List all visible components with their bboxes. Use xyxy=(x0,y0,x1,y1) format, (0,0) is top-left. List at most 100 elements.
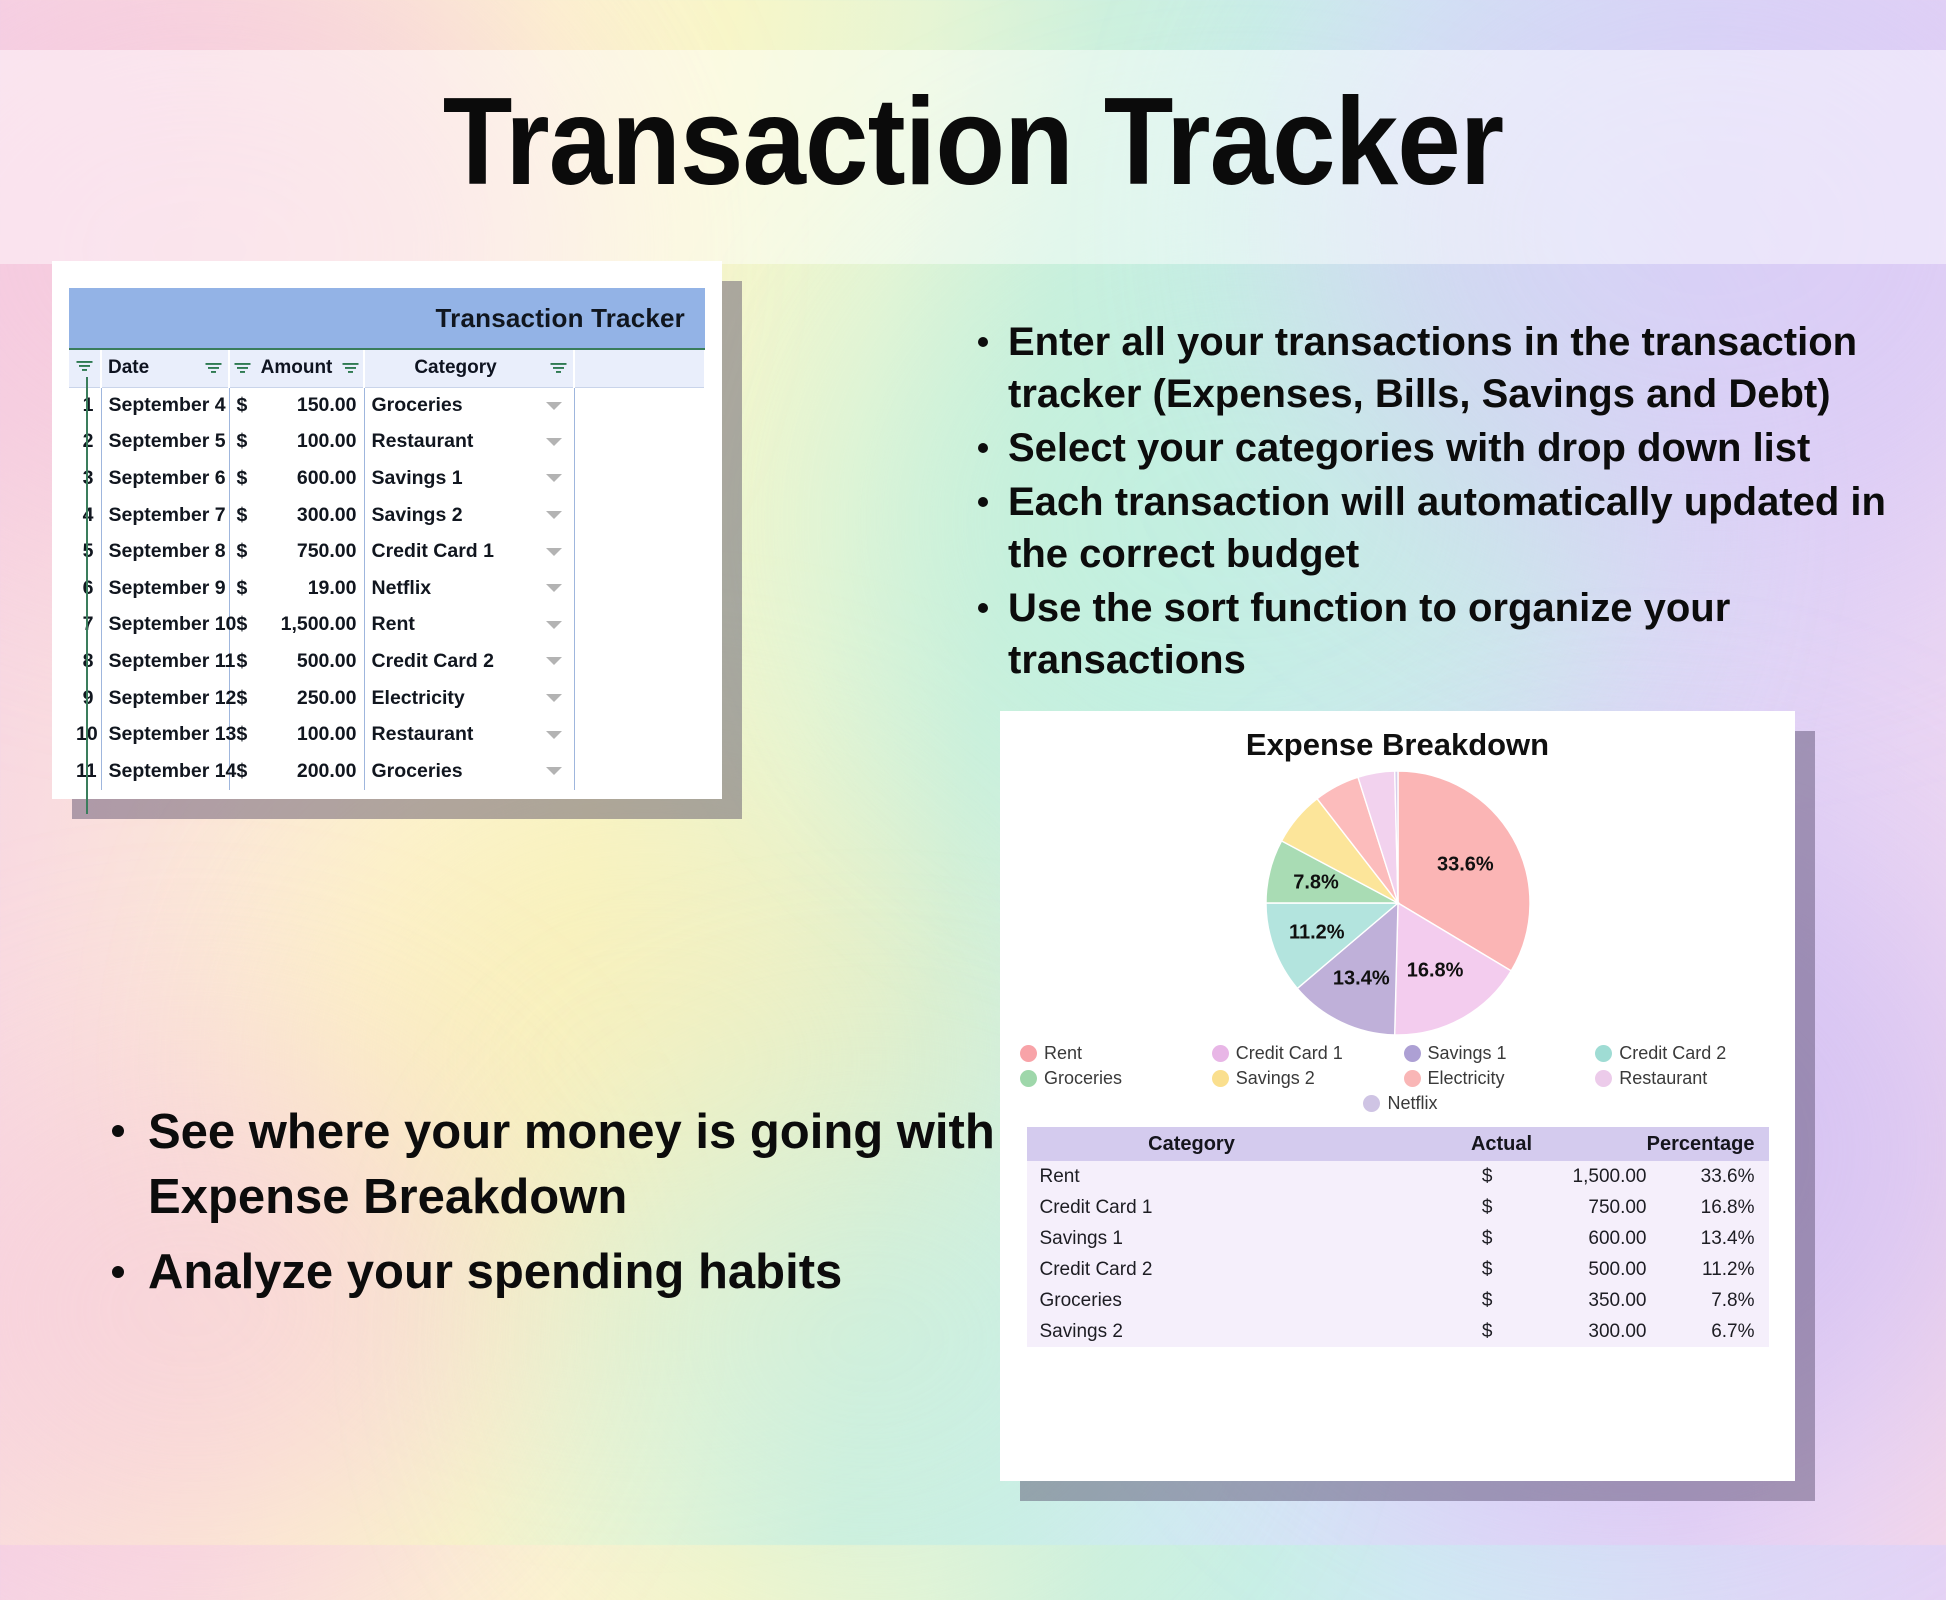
filter-icon[interactable] xyxy=(342,362,359,375)
legend-item[interactable]: Rent xyxy=(1014,1043,1206,1064)
cell-currency: $ xyxy=(229,606,259,644)
pie-slice-label: 13.4% xyxy=(1332,967,1390,990)
breakdown-cell-currency: $ xyxy=(1356,1254,1497,1285)
instruction-bullet: Analyze your spending habits xyxy=(100,1240,1230,1305)
column-header-amount[interactable]: Amount xyxy=(229,350,366,388)
cell-date[interactable]: September 12 xyxy=(101,679,236,717)
cell-amount[interactable]: 300.00 xyxy=(259,496,365,534)
row-number: 6 xyxy=(69,569,102,607)
chevron-down-icon[interactable] xyxy=(545,547,562,556)
cell-amount[interactable]: 19.00 xyxy=(259,569,365,607)
chart-title: Expense Breakdown xyxy=(1245,727,1550,762)
filter-icon[interactable] xyxy=(550,362,567,375)
table-row[interactable]: 8 September 11 $500.00 Credit Card 2 xyxy=(69,643,706,680)
breakdown-cell-category: Credit Card 1 xyxy=(1026,1192,1357,1223)
transaction-table-body: 1 September 4 $150.00 Groceries 2 September 5… xyxy=(69,387,706,790)
table-row[interactable]: 4 September 7 $300.00 Savings 2 xyxy=(69,496,706,534)
chevron-down-icon[interactable] xyxy=(545,437,562,446)
cell-amount[interactable]: 1,500.00 xyxy=(259,606,365,644)
pie-chart-legend: Rent Credit Card 1 Savings 1 Credit Card 2 G… xyxy=(1000,1043,1795,1114)
column-header-category[interactable]: Category xyxy=(364,350,576,388)
filter-icon[interactable] xyxy=(205,362,222,375)
chevron-down-icon[interactable] xyxy=(545,730,562,739)
cell-amount[interactable]: 200.00 xyxy=(259,752,365,790)
legend-label: Groceries xyxy=(1044,1068,1123,1088)
table-row[interactable]: 6 September 9 $19.00 Netflix xyxy=(69,569,706,607)
cell-amount[interactable]: 500.00 xyxy=(259,643,365,680)
cell-category[interactable]: Restaurant xyxy=(364,423,575,461)
cell-date[interactable]: September 10 xyxy=(101,606,236,644)
row-number: 11 xyxy=(69,752,102,790)
cell-amount[interactable]: 250.00 xyxy=(259,679,365,717)
chevron-down-icon[interactable] xyxy=(545,767,562,776)
chevron-down-icon[interactable] xyxy=(545,584,562,593)
column-header-date[interactable]: Date xyxy=(101,350,230,388)
chevron-down-icon[interactable] xyxy=(545,474,562,483)
legend-swatch xyxy=(1211,1045,1229,1062)
cell-category[interactable]: Credit Card 1 xyxy=(364,533,575,570)
cell-category[interactable]: Groceries xyxy=(364,752,575,790)
filter-icon[interactable] xyxy=(234,362,251,375)
cell-category[interactable]: Netflix xyxy=(364,569,575,607)
breakdown-cell-actual: 750.00 xyxy=(1496,1192,1647,1223)
table-row[interactable]: 9 September 12 $250.00 Electricity xyxy=(69,679,706,717)
cell-amount[interactable]: 150.00 xyxy=(259,387,365,424)
cell-category[interactable]: Rent xyxy=(364,606,575,644)
cell-date[interactable]: September 13 xyxy=(101,716,236,753)
pie-slice[interactable] xyxy=(1295,901,1399,1036)
chevron-down-icon[interactable] xyxy=(545,657,562,666)
pie-slice[interactable] xyxy=(1264,902,1400,990)
table-row[interactable]: 2 September 5 $100.00 Restaurant xyxy=(69,423,706,461)
cell-date[interactable]: September 9 xyxy=(101,569,230,607)
table-row[interactable]: 1 September 4 $150.00 Groceries xyxy=(69,387,706,424)
cell-amount[interactable]: 750.00 xyxy=(259,533,365,570)
cell-category[interactable]: Savings 2 xyxy=(364,496,575,534)
legend-item[interactable]: Restaurant xyxy=(1589,1068,1781,1089)
chevron-down-icon[interactable] xyxy=(545,694,562,703)
cell-currency: $ xyxy=(229,569,259,607)
column-header-date-label: Date xyxy=(108,357,150,379)
chevron-down-icon[interactable] xyxy=(545,511,562,520)
legend-item[interactable]: Electricity xyxy=(1398,1068,1590,1089)
cell-date[interactable]: September 11 xyxy=(101,643,235,680)
filter-icon[interactable] xyxy=(76,360,93,373)
cell-category[interactable]: Groceries xyxy=(364,387,575,424)
table-row[interactable]: 7 September 10 $1,500.00 Rent xyxy=(69,606,706,644)
legend-label: Credit Card 2 xyxy=(1619,1043,1727,1063)
breakdown-header-category: Category xyxy=(1026,1127,1357,1161)
cell-currency: $ xyxy=(229,533,259,570)
cell-date[interactable]: September 5 xyxy=(101,423,230,461)
legend-swatch xyxy=(1363,1095,1381,1112)
pie-slice[interactable] xyxy=(1393,901,1512,1036)
table-row[interactable]: 3 September 6 $600.00 Savings 1 xyxy=(69,460,706,497)
chevron-down-icon[interactable] xyxy=(545,620,562,629)
cell-date[interactable]: September 8 xyxy=(101,533,230,570)
cell-date[interactable]: September 6 xyxy=(101,460,230,497)
pie-slice[interactable] xyxy=(1393,770,1399,904)
cell-date[interactable]: September 4 xyxy=(101,387,230,424)
legend-item[interactable]: Groceries xyxy=(1014,1068,1206,1089)
cell-amount[interactable]: 100.00 xyxy=(259,423,365,461)
cell-amount[interactable]: 600.00 xyxy=(259,460,365,497)
cell-empty xyxy=(573,387,706,424)
legend-item[interactable]: Credit Card 2 xyxy=(1589,1043,1781,1064)
cell-date[interactable]: September 14 xyxy=(101,752,236,790)
legend-item[interactable]: Netflix xyxy=(1014,1093,1781,1114)
legend-item[interactable]: Credit Card 1 xyxy=(1206,1043,1398,1064)
legend-item[interactable]: Savings 2 xyxy=(1206,1068,1398,1089)
table-row[interactable]: 5 September 8 $750.00 Credit Card 1 xyxy=(69,533,706,570)
bullet-dot xyxy=(112,1125,124,1138)
cell-date[interactable]: September 7 xyxy=(101,496,230,534)
cell-amount[interactable]: 100.00 xyxy=(259,716,365,753)
cell-category[interactable]: Credit Card 2 xyxy=(364,643,575,680)
cell-empty xyxy=(573,496,706,534)
chevron-down-icon[interactable] xyxy=(545,401,562,410)
cell-category[interactable]: Savings 1 xyxy=(364,460,575,497)
legend-item[interactable]: Savings 1 xyxy=(1398,1043,1590,1064)
legend-swatch xyxy=(1595,1070,1613,1087)
cell-category[interactable]: Electricity xyxy=(364,679,575,717)
cell-category[interactable]: Restaurant xyxy=(364,716,575,753)
pie-slice[interactable] xyxy=(1396,770,1531,972)
